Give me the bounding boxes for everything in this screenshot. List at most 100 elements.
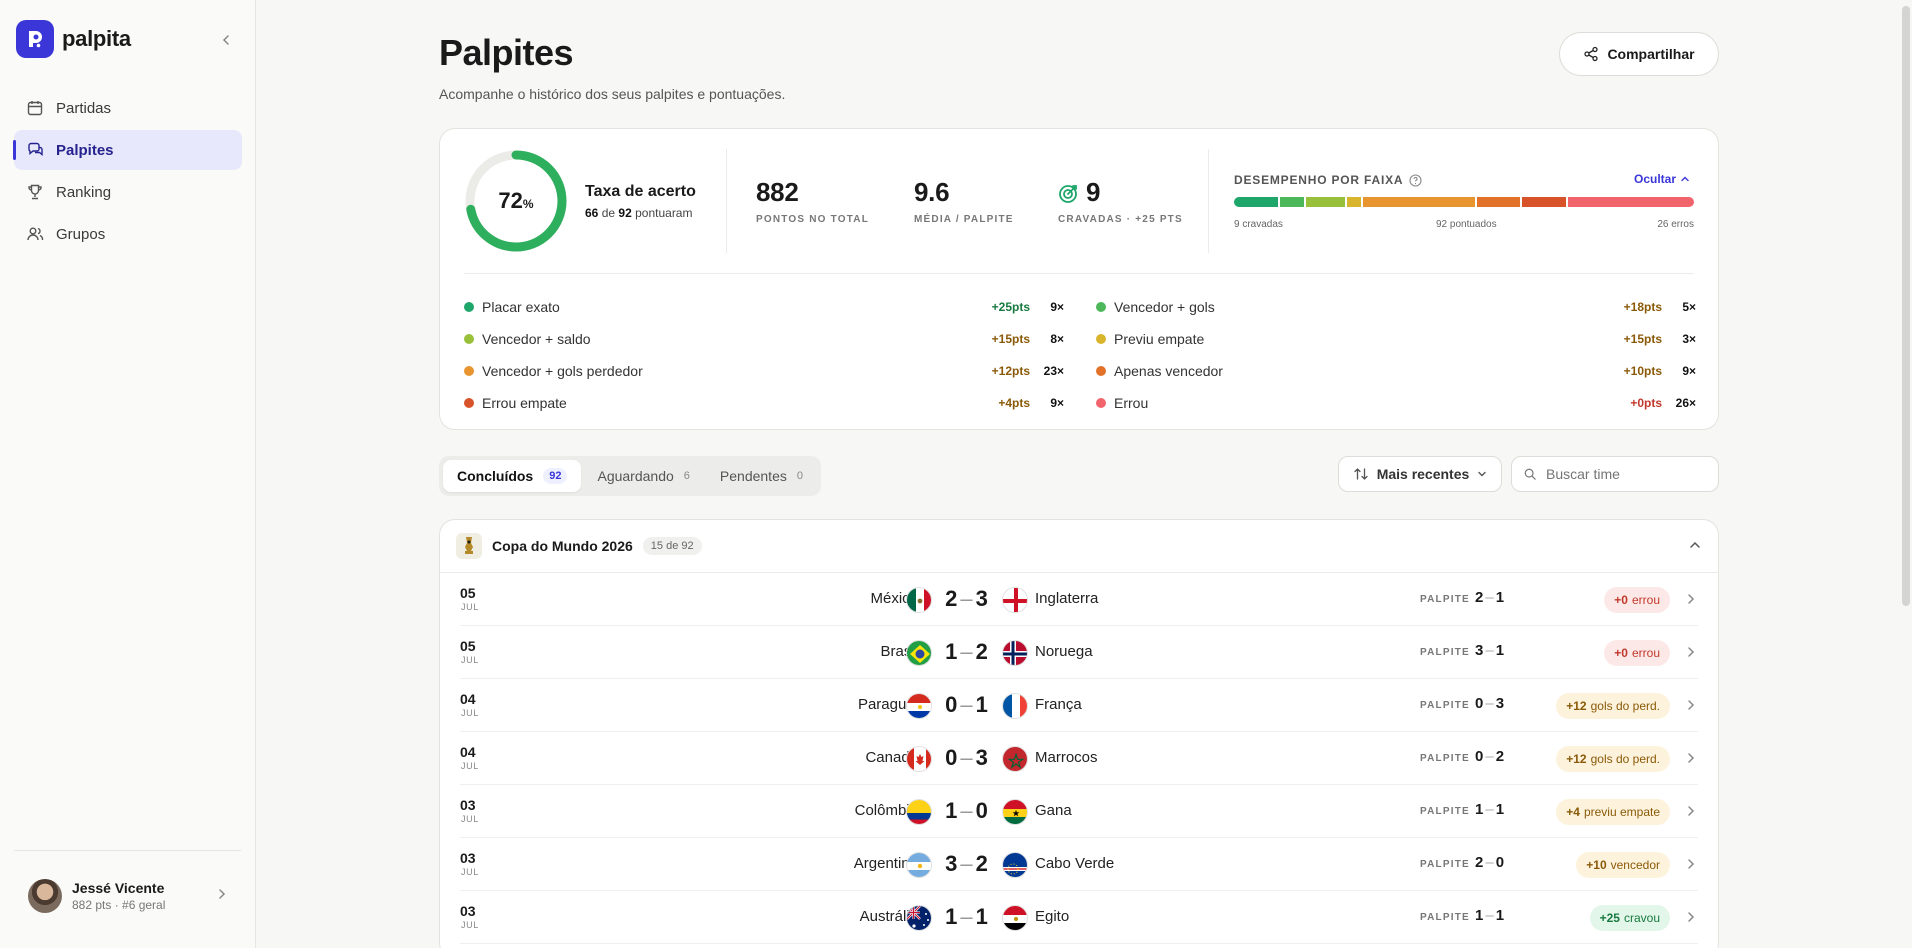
page-title: Palpites: [439, 32, 574, 73]
share-button[interactable]: Compartilhar: [1559, 32, 1719, 76]
competition-count: 15 de 92: [642, 537, 702, 555]
legend-count: 8×: [1050, 332, 1064, 346]
performance-segment: [1346, 197, 1362, 207]
target-icon: [1059, 184, 1077, 203]
sidebar-item-grupos[interactable]: Grupos: [14, 214, 242, 254]
final-score: 3–2: [945, 851, 989, 876]
tab-pendentes[interactable]: Pendentes 0: [719, 468, 803, 484]
match-row[interactable]: 03 JUL Austrália 1–1 Egito PALPITE 1–1 +25 cravo…: [460, 891, 1698, 944]
match-row[interactable]: 04 JUL Canadá 0–3 Marrocos PALPITE 0–2 +12 gols …: [460, 732, 1698, 785]
performance-segment: [1279, 197, 1304, 207]
final-score: 1–1: [945, 904, 989, 929]
result-badge: +25 cravou: [1589, 905, 1670, 931]
legend-points: +15pts: [1623, 332, 1662, 346]
legend-label: Vencedor + saldo: [482, 331, 591, 347]
page-scrollbar[interactable]: [1902, 6, 1910, 606]
morocco-flag-icon: [1002, 746, 1028, 772]
legend-label: Previu empate: [1114, 331, 1205, 347]
tab-aguardando[interactable]: Aguardando 6: [597, 468, 690, 484]
chevron-right-icon: [1688, 859, 1695, 869]
chevron-down-icon: [1478, 471, 1486, 477]
divider: [1208, 149, 1209, 253]
final-score: 0–3: [945, 745, 989, 770]
away-team: Noruega: [1035, 643, 1093, 660]
capeverde-flag-icon: [1002, 852, 1028, 878]
legend-dot: [464, 302, 474, 312]
help-icon[interactable]: [1409, 173, 1422, 187]
paraguay-flag-icon: [906, 693, 932, 719]
match-row[interactable]: 05 JUL México 2–3 Inglaterra PALPITE 2–1 +0 erro…: [460, 573, 1698, 626]
sidebar-item-label: Palpites: [56, 141, 114, 159]
result-badge: +0 errou: [1604, 587, 1670, 613]
sidebar-item-label: Grupos: [56, 225, 106, 243]
legend-label: Errou empate: [482, 395, 567, 411]
search-input[interactable]: [1546, 466, 1706, 482]
competition-name: Copa do Mundo 2026: [492, 538, 633, 554]
accuracy-sub: 66 de 92 pontuaram: [585, 206, 693, 220]
final-score: 0–1: [945, 692, 989, 717]
legend-label: Vencedor + gols: [1114, 299, 1215, 315]
legend-points: +15pts: [991, 332, 1030, 346]
guess-label: PALPITE: [1420, 912, 1470, 923]
perf-foot-right: 26 erros: [1657, 219, 1694, 230]
home-team: Paraguai: [857, 696, 918, 713]
divider: [464, 273, 1694, 274]
sidebar-item-palpites[interactable]: Palpites: [13, 130, 242, 170]
chevron-right-icon: [1688, 594, 1695, 604]
match-row[interactable]: 03 JUL Argentina 3–2 Cabo Verde PALPITE 2–0 +10…: [460, 838, 1698, 891]
search-box: [1511, 456, 1719, 492]
sidebar-item-ranking[interactable]: Ranking: [14, 172, 242, 212]
tab-concluidos[interactable]: Concluídos 92: [443, 460, 582, 492]
guess-score: 1–1: [1475, 801, 1505, 818]
accuracy-value: 72%: [498, 188, 534, 213]
legend-row: Vencedor + gols +18pts 5×: [1096, 291, 1696, 323]
stat-exact: 9 CRAVADAS · +25 PTS: [1058, 177, 1183, 225]
result-badge: +4 previu empate: [1556, 799, 1670, 825]
chevron-right-icon: [1688, 753, 1695, 763]
chevron-up-icon[interactable]: [1688, 538, 1702, 552]
user-profile-button[interactable]: Jessé Vicente 882 pts · #6 geral: [28, 876, 228, 916]
legend-points: +12pts: [991, 364, 1030, 378]
competition-header[interactable]: Copa do Mundo 2026 15 de 92: [440, 520, 1718, 573]
legend-dot: [464, 334, 474, 344]
away-team: França: [1035, 696, 1082, 713]
legend-dot: [1096, 302, 1106, 312]
match-date: 03 JUL: [460, 850, 479, 877]
chevron-right-icon: [1688, 806, 1695, 816]
ghana-flag-icon: [1002, 799, 1028, 825]
legend-points: +0pts: [1630, 396, 1662, 410]
legend-row: Vencedor + saldo +15pts 8×: [464, 323, 1064, 355]
match-row[interactable]: 05 JUL Brasil 1–2 Noruega PALPITE 3–1 +0 errou: [460, 626, 1698, 679]
hide-performance-button[interactable]: Ocultar: [1634, 172, 1690, 186]
legend-points: +4pts: [998, 396, 1030, 410]
home-team: Austrália: [859, 908, 918, 925]
guess-label: PALPITE: [1420, 647, 1470, 658]
match-row[interactable]: 04 JUL Paraguai 0–1 França PALPITE 0–3 +12 gols …: [460, 679, 1698, 732]
legend-label: Errou: [1114, 395, 1149, 411]
home-team: Colômbia: [854, 802, 918, 819]
match-row[interactable]: 03 JUL Colômbia 1–0 Gana PALPITE 1–1 +4 previu e…: [460, 785, 1698, 838]
result-badge: +12 gols do perd.: [1556, 693, 1670, 719]
page-subtitle: Acompanhe o histórico dos seus palpites …: [439, 86, 786, 102]
search-icon: [1524, 468, 1536, 480]
guess-score: 3–1: [1475, 642, 1505, 659]
legend-row: Previu empate +15pts 3×: [1096, 323, 1696, 355]
sidebar-item-partidas[interactable]: Partidas: [14, 88, 242, 128]
sidebar-item-label: Ranking: [56, 183, 112, 201]
home-team: Canadá: [865, 749, 918, 766]
guess-score: 2–1: [1475, 589, 1505, 606]
legend-label: Vencedor + gols perdedor: [482, 363, 643, 379]
scoring-legend-left: Placar exato +25pts 9× Vencedor + saldo +15p…: [464, 291, 1064, 419]
sort-dropdown[interactable]: Mais recentes: [1338, 456, 1502, 492]
chevron-right-icon: [1688, 647, 1695, 657]
legend-label: Apenas vencedor: [1114, 363, 1223, 379]
chevron-right-icon: [1688, 700, 1695, 710]
legend-row: Placar exato +25pts 9×: [464, 291, 1064, 323]
collapse-sidebar-button[interactable]: [216, 30, 236, 50]
brand[interactable]: palpita: [16, 20, 131, 58]
legend-count: 5×: [1682, 300, 1696, 314]
sidebar-item-label: Partidas: [56, 99, 112, 117]
sidebar: palpita Partidas Palpites Ranking Grupos…: [0, 0, 256, 948]
match-date: 04 JUL: [460, 691, 479, 718]
canada-flag-icon: [906, 746, 932, 772]
